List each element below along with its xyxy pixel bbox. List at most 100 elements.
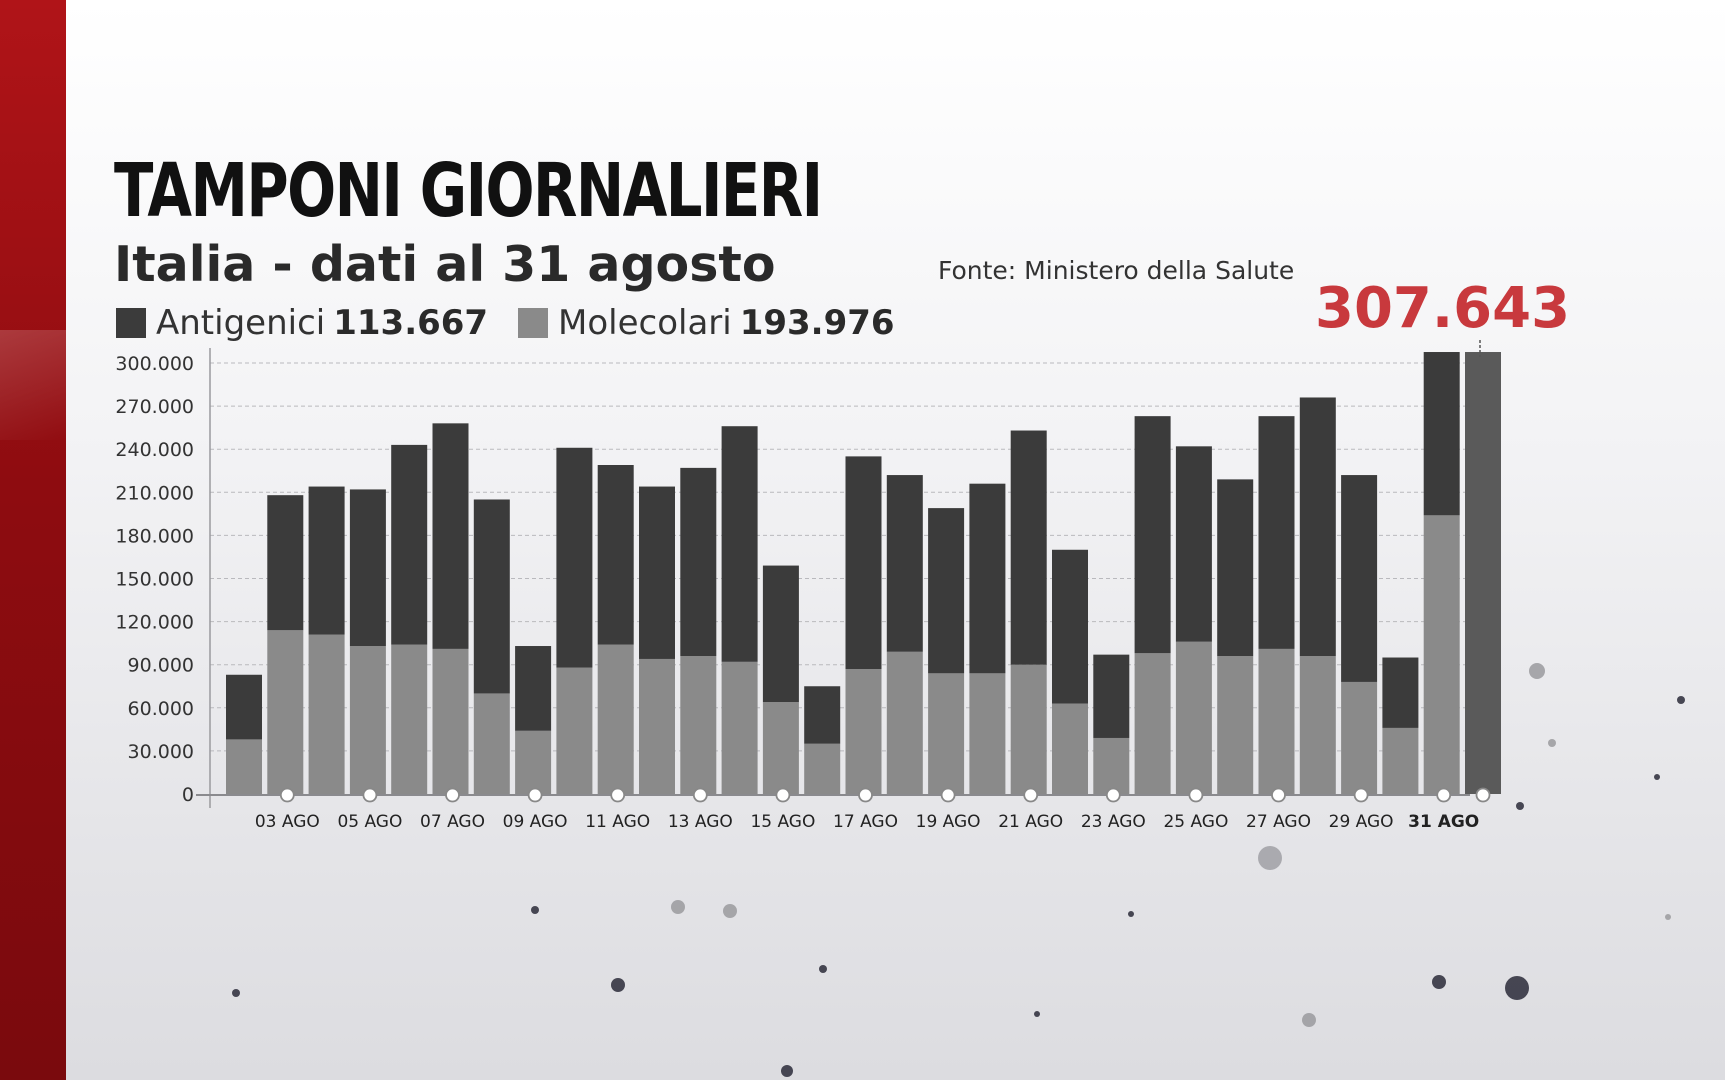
- bar-antigenici: [556, 447, 593, 668]
- x-tick-label: 27 AGO: [1246, 812, 1311, 832]
- x-tick-label: 25 AGO: [1163, 812, 1228, 832]
- bar-antigenici: [969, 483, 1006, 674]
- bar-antigenici: [1052, 549, 1088, 704]
- y-tick-label: 0: [182, 784, 194, 806]
- bar-molecolari: [1010, 664, 1047, 794]
- legend-swatch-molecolari: [518, 308, 548, 338]
- x-tick-label: 05 AGO: [337, 812, 402, 832]
- decorative-dot: [1516, 802, 1524, 810]
- decorative-dot: [1302, 1013, 1316, 1027]
- y-tick-label: 210.000: [115, 482, 194, 504]
- bar-antigenici: [886, 475, 923, 652]
- bar-antigenici: [1175, 446, 1212, 642]
- x-tick-label: 11 AGO: [585, 812, 650, 832]
- decorative-dot: [1665, 914, 1671, 920]
- x-tick-marker: [610, 787, 626, 803]
- bar-antigenici: [804, 686, 841, 744]
- bar-antigenici: [597, 465, 634, 645]
- x-tick-marker: [527, 787, 543, 803]
- bar-antigenici: [845, 456, 882, 670]
- x-tick-marker: [279, 787, 295, 803]
- bar-molecolari: [597, 644, 634, 794]
- decorative-dot: [1128, 911, 1134, 917]
- legend-item-antigenici: Antigenici 113.667: [116, 303, 488, 343]
- x-tick-marker: [362, 787, 378, 803]
- chart-title: TAMPONI GIORNALIERI: [114, 148, 823, 234]
- highlight-total-value: 307.643: [1315, 276, 1571, 341]
- y-tick-label: 150.000: [115, 569, 194, 591]
- bar-antigenici: [515, 646, 552, 731]
- decorative-dot: [531, 906, 539, 914]
- x-tick-marker: [940, 787, 956, 803]
- bar-molecolari: [886, 651, 923, 794]
- bar-molecolari: [1052, 703, 1088, 794]
- decorative-dot: [723, 904, 737, 918]
- x-tick-marker: [1353, 787, 1369, 803]
- decorative-dot: [1258, 846, 1282, 870]
- decorative-dot: [1677, 696, 1685, 704]
- bar-molecolari: [1093, 737, 1130, 794]
- x-tick-marker: [1475, 787, 1491, 803]
- y-tick-label: 90.000: [128, 655, 194, 677]
- bar-molecolari: [804, 743, 841, 794]
- bar-antigenici: [267, 495, 304, 631]
- bar-molecolari: [308, 634, 345, 794]
- bar-molecolari: [1423, 515, 1460, 794]
- brand-red-stripe: [0, 0, 66, 1080]
- bar-highlight-cap: [1465, 352, 1501, 794]
- bar-molecolari: [680, 656, 717, 794]
- legend-item-molecolari: Molecolari 193.976: [518, 303, 895, 343]
- y-tick-label: 60.000: [128, 698, 194, 720]
- bar-antigenici: [1382, 657, 1419, 728]
- bar-molecolari: [432, 648, 469, 794]
- bar-antigenici: [1217, 479, 1254, 657]
- bar-molecolari: [1175, 641, 1212, 794]
- decorative-dot: [1529, 663, 1545, 679]
- bar-molecolari: [515, 730, 552, 794]
- bar-molecolari: [1299, 656, 1336, 794]
- bar-molecolari: [721, 661, 758, 794]
- x-tick-marker: [1271, 787, 1286, 803]
- x-tick-marker: [692, 787, 708, 803]
- data-source: Fonte: Ministero della Salute: [938, 256, 1295, 285]
- x-tick-marker: [775, 787, 791, 803]
- bar-antigenici: [1010, 430, 1047, 665]
- bar-molecolari: [762, 702, 799, 794]
- decorative-dot: [611, 978, 625, 992]
- bar-molecolari: [1382, 727, 1419, 794]
- legend-value-molecolari: 193.976: [739, 303, 895, 343]
- legend-swatch-antigenici: [116, 308, 146, 338]
- decorative-dot: [1654, 774, 1660, 780]
- x-tick-label: 31 AGO: [1408, 812, 1479, 832]
- x-tick-marker: [1188, 787, 1204, 803]
- x-tick-label: 07 AGO: [420, 812, 485, 832]
- decorative-dot: [1432, 975, 1446, 989]
- legend-label-antigenici: Antigenici: [156, 303, 326, 343]
- bar-antigenici: [721, 426, 758, 662]
- bar-molecolari: [473, 693, 510, 794]
- bar-molecolari: [391, 644, 428, 794]
- bar-molecolari: [1258, 648, 1295, 794]
- bar-antigenici: [349, 489, 386, 647]
- bar-antigenici: [928, 508, 965, 674]
- bar-antigenici: [473, 499, 510, 694]
- y-tick-label: 120.000: [115, 612, 194, 634]
- y-tick-label: 30.000: [128, 741, 194, 763]
- legend-label-molecolari: Molecolari: [558, 303, 732, 343]
- x-tick-label: 19 AGO: [916, 812, 981, 832]
- bar-antigenici: [432, 423, 469, 649]
- bar-antigenici: [226, 674, 262, 740]
- x-tick-label: 13 AGO: [668, 812, 733, 832]
- decorative-dot: [232, 989, 240, 997]
- bar-molecolari: [1217, 656, 1254, 794]
- bar-antigenici: [1423, 352, 1460, 516]
- x-tick-label: 23 AGO: [1081, 812, 1146, 832]
- y-tick-label: 270.000: [115, 396, 194, 418]
- legend-value-antigenici: 113.667: [333, 303, 489, 343]
- bar-molecolari: [639, 658, 675, 794]
- x-tick-marker: [858, 787, 873, 803]
- bar-antigenici: [639, 486, 675, 659]
- bar-molecolari: [267, 630, 304, 794]
- bar-molecolari: [928, 673, 965, 794]
